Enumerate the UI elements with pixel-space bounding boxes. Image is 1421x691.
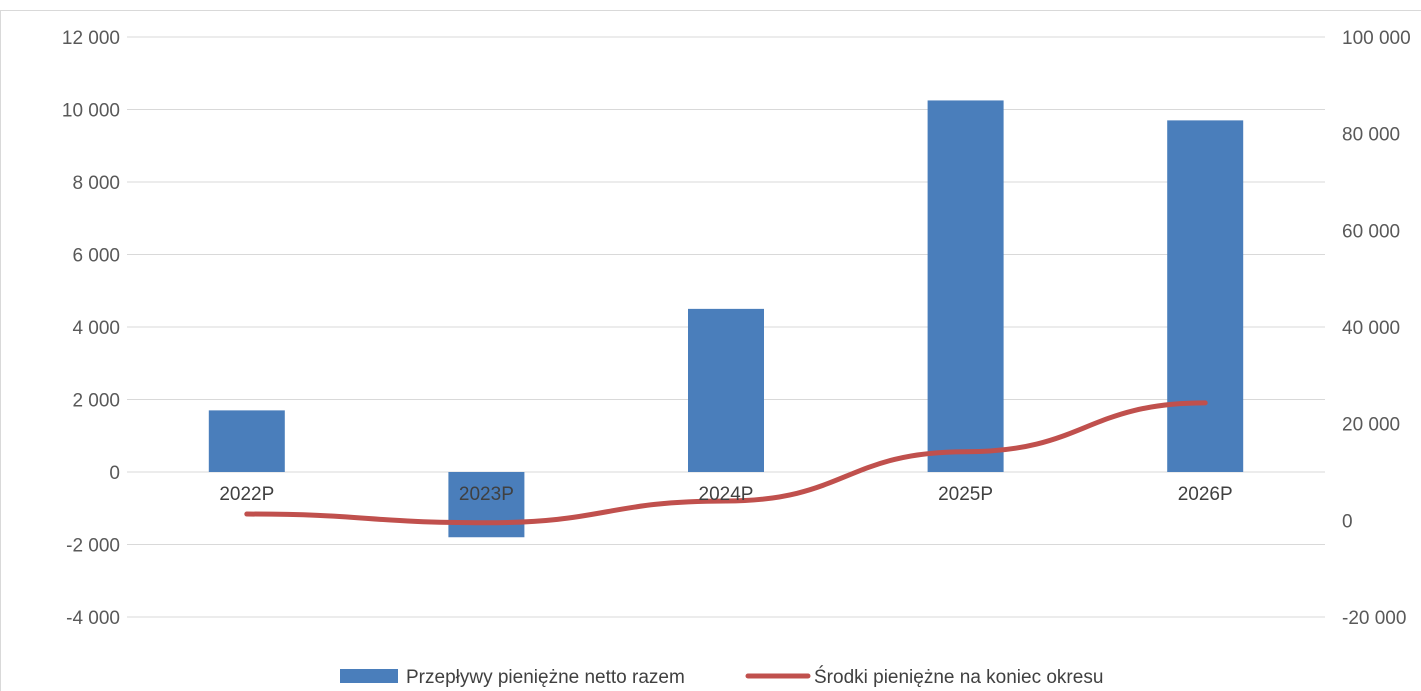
legend-label-bar: Przepływy pieniężne netto razem	[406, 667, 685, 688]
bar-2022P	[208, 410, 285, 472]
right-tick-label: 100 000	[1342, 28, 1411, 49]
category-labels: 2022P 2023P 2024P 2025P 2026P	[219, 484, 1232, 505]
legend-label-line: Środki pieniężne na koniec okresu	[814, 666, 1103, 688]
left-tick-label: 4 000	[72, 318, 120, 339]
left-tick-label: 2 000	[72, 391, 120, 412]
left-tick-label: 8 000	[72, 173, 120, 194]
left-tick-label: -2 000	[66, 536, 120, 557]
line-point-2026P	[1204, 402, 1206, 404]
bar-series	[208, 100, 1244, 538]
bar-2026P	[1167, 120, 1244, 472]
legend-swatch-bar	[340, 669, 398, 683]
right-axis-ticks: 100 000 80 000 60 000 40 000 20 000 0 -20 000	[1342, 28, 1411, 629]
left-tick-label: 12 000	[62, 28, 120, 49]
bar-2023P	[448, 472, 525, 538]
bar-2024P	[688, 308, 764, 472]
legend: Przepływy pieniężne netto razem Środki pi…	[340, 666, 1103, 688]
category-label: 2022P	[219, 484, 274, 505]
right-tick-label: -20 000	[1342, 608, 1406, 629]
line-series	[244, 400, 1208, 526]
category-label: 2024P	[699, 484, 754, 505]
category-label: 2026P	[1178, 484, 1233, 505]
left-axis-ticks: 12 000 10 000 8 000 6 000 4 000 2 000 0 -2 000 -…	[62, 28, 120, 629]
left-tick-label: 0	[109, 463, 120, 484]
category-label: 2023P	[459, 484, 514, 505]
right-tick-label: 80 000	[1342, 125, 1400, 146]
left-tick-label: 6 000	[72, 246, 120, 267]
line-point-2023P	[485, 522, 487, 524]
category-label: 2025P	[938, 484, 993, 505]
line-point-2024P	[725, 500, 727, 502]
right-tick-label: 0	[1342, 511, 1353, 532]
right-tick-label: 40 000	[1342, 318, 1400, 339]
bar-2025P	[927, 100, 1004, 472]
right-tick-label: 60 000	[1342, 221, 1400, 242]
left-tick-label: 10 000	[62, 101, 120, 122]
right-tick-label: 20 000	[1342, 415, 1400, 436]
line-point-2022P	[246, 513, 248, 515]
left-tick-label: -4 000	[66, 608, 120, 629]
line-point-2025P	[965, 451, 967, 453]
